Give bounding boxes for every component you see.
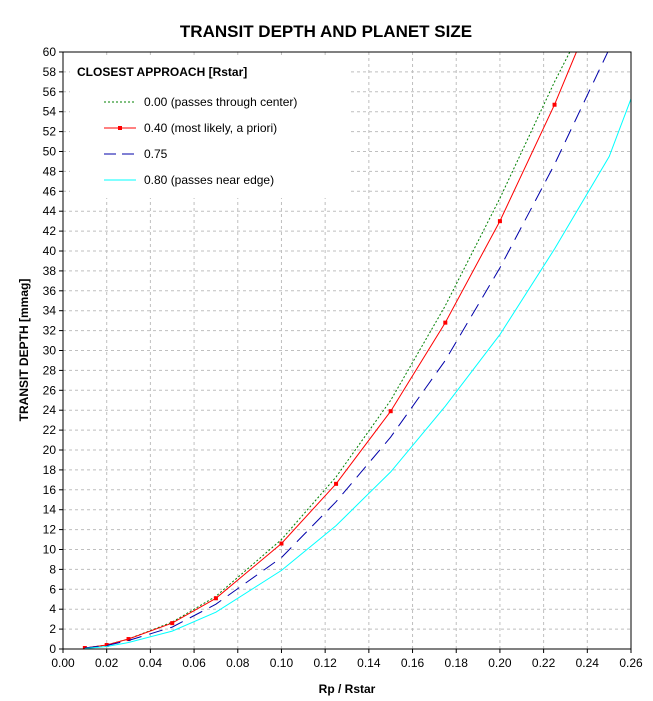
chart-title: TRANSIT DEPTH AND PLANET SIZE	[180, 22, 472, 41]
legend-label: 0.00 (passes through center)	[144, 95, 297, 109]
series-point	[279, 541, 284, 546]
y-tick-label: 14	[43, 503, 57, 517]
y-tick-label: 4	[49, 602, 56, 616]
y-tick-label: 36	[43, 284, 57, 298]
series-point	[334, 481, 339, 486]
legend-marker	[118, 126, 122, 130]
x-tick-label: 0.12	[313, 656, 337, 670]
y-tick-label: 48	[43, 164, 57, 178]
y-tick-label: 24	[43, 403, 57, 417]
y-tick-label: 60	[43, 45, 57, 59]
y-tick-label: 26	[43, 383, 57, 397]
series-layer	[82, 52, 631, 649]
legend-label: 0.40 (most likely, a priori)	[144, 121, 277, 135]
y-tick-label: 18	[43, 463, 57, 477]
y-tick-label: 52	[43, 125, 57, 139]
y-axis-label: TRANSIT DEPTH [mmag]	[17, 279, 31, 422]
y-tick-label: 8	[49, 562, 56, 576]
x-tick-label: 0.26	[619, 656, 643, 670]
y-tick-label: 56	[43, 85, 57, 99]
y-tick-label: 42	[43, 224, 57, 238]
y-tick-label: 30	[43, 344, 57, 358]
series-line-1	[84, 52, 577, 649]
x-tick-label: 0.08	[226, 656, 250, 670]
legend-title: CLOSEST APPROACH [Rstar]	[77, 65, 247, 79]
series-point	[443, 320, 448, 325]
series-point	[388, 409, 393, 414]
x-tick-label: 0.02	[95, 656, 119, 670]
y-tick-label: 20	[43, 443, 57, 457]
x-tick-label: 0.14	[357, 656, 381, 670]
series-point	[170, 621, 175, 626]
y-tick-label: 38	[43, 264, 57, 278]
y-tick-label: 10	[43, 543, 57, 557]
y-tick-label: 2	[49, 622, 56, 636]
x-tick-label: 0.06	[182, 656, 206, 670]
legend-label: 0.80 (passes near edge)	[144, 173, 274, 187]
series-point	[213, 596, 218, 601]
series-point	[497, 219, 502, 224]
y-tick-label: 40	[43, 244, 57, 258]
y-tick-label: 28	[43, 363, 57, 377]
x-tick-label: 0.18	[445, 656, 469, 670]
y-tick-label: 50	[43, 145, 57, 159]
y-tick-label: 16	[43, 483, 57, 497]
series-point	[552, 102, 557, 107]
x-tick-label: 0.24	[576, 656, 600, 670]
y-tick-label: 58	[43, 65, 57, 79]
y-tick-label: 46	[43, 184, 57, 198]
series-point	[126, 637, 131, 642]
y-tick-labels: 0246810121416182022242628303234363840424…	[43, 45, 63, 656]
x-tick-label: 0.20	[488, 656, 512, 670]
y-tick-label: 12	[43, 523, 57, 537]
y-tick-label: 34	[43, 304, 57, 318]
x-tick-label: 0.04	[139, 656, 163, 670]
x-tick-label: 0.16	[401, 656, 425, 670]
series-line-2	[84, 52, 609, 649]
y-tick-label: 44	[43, 204, 57, 218]
y-tick-label: 32	[43, 324, 57, 338]
x-tick-label: 0.22	[532, 656, 556, 670]
legend: CLOSEST APPROACH [Rstar] 0.00 (passes th…	[70, 58, 348, 198]
y-tick-label: 0	[49, 642, 56, 656]
x-tick-label: 0.10	[270, 656, 294, 670]
y-tick-label: 54	[43, 105, 57, 119]
series-line-3	[84, 98, 631, 649]
legend-label: 0.75	[144, 147, 168, 161]
legend-items: 0.00 (passes through center) 0.40 (most l…	[104, 95, 297, 187]
x-axis-label: Rp / Rstar	[319, 682, 376, 696]
y-tick-label: 22	[43, 423, 57, 437]
x-tick-labels: 0.00 0.02 0.04 0.06 0.08 0.10 0.12 0.14 0.16 0.18…	[51, 649, 643, 670]
x-tick-label: 0.00	[51, 656, 75, 670]
y-tick-label: 6	[49, 582, 56, 596]
